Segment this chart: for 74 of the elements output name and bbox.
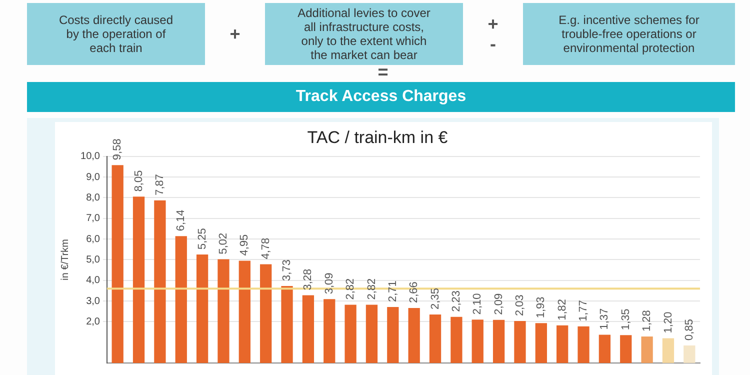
text: + — [228, 24, 242, 44]
chart-title: TAC / train-km in € — [307, 128, 448, 147]
data-label: 5,02 — [218, 232, 230, 254]
data-label: 2,66 — [408, 282, 420, 304]
data-label: 2,71 — [386, 280, 399, 302]
bar — [238, 260, 250, 363]
data-label: 1,82 — [556, 298, 568, 320]
bar — [366, 304, 378, 363]
y-axis-title: in €/Trkm — [60, 239, 71, 280]
bar — [598, 334, 611, 363]
bar — [387, 307, 399, 363]
data-label: 3,09 — [323, 272, 336, 294]
bar — [260, 264, 272, 363]
data-label: 2,82 — [344, 278, 357, 300]
data-label: 9,58 — [112, 138, 124, 160]
data-label: 2,03 — [514, 294, 526, 316]
bar — [196, 254, 208, 363]
bar — [472, 320, 484, 363]
data-label: 2,09 — [492, 293, 505, 315]
data-label: 2,23 — [450, 290, 462, 312]
y-tick-label: 6,0 — [86, 234, 100, 245]
data-label: 4,95 — [238, 234, 251, 256]
y-tick-label: 8,0 — [86, 192, 100, 204]
y-tick-label: 7,0 — [86, 213, 100, 224]
data-label: 3,73 — [281, 260, 294, 281]
data-label: 5,25 — [196, 228, 208, 250]
bar — [620, 335, 632, 363]
data-label: 1,20 — [662, 312, 674, 334]
data-label: 7,87 — [154, 174, 166, 196]
bar — [175, 236, 187, 363]
data-label: 1,93 — [535, 296, 548, 318]
text: + - — [486, 14, 500, 54]
bar — [514, 321, 526, 363]
text: Track Access Charges — [27, 82, 735, 112]
bar — [302, 295, 314, 363]
bar — [429, 314, 442, 363]
y-tick-label: 3,0 — [86, 296, 100, 307]
data-label: 3,28 — [302, 268, 314, 290]
bar — [218, 259, 230, 363]
text: = — [376, 62, 390, 82]
y-tick-label: 4,0 — [86, 275, 100, 286]
data-label: 1,35 — [620, 308, 632, 330]
y-tick-label: 2,0 — [86, 316, 100, 328]
bar — [112, 165, 124, 363]
bar — [281, 286, 293, 363]
bar — [492, 320, 505, 363]
bar — [684, 345, 696, 363]
data-label: 6,14 — [175, 210, 188, 232]
data-label: 2,82 — [366, 278, 378, 300]
bar — [154, 200, 166, 363]
data-label: 1,77 — [578, 300, 590, 322]
bar — [324, 299, 336, 363]
data-label: 1,28 — [641, 310, 654, 332]
bar — [556, 325, 568, 363]
data-label: 1,37 — [598, 308, 611, 330]
text: Costs directly caused by the operation of each train — [27, 3, 205, 65]
bar — [408, 308, 420, 363]
bar — [344, 304, 356, 363]
data-label: 4,78 — [260, 238, 272, 260]
data-label: 2,35 — [429, 288, 442, 310]
y-tick-label: 5,0 — [86, 254, 100, 266]
y-tick-label: 10,0 — [80, 151, 100, 162]
y-tick-label: 9,0 — [86, 172, 100, 183]
text: E.g. incentive schemes for trouble-free operations or environmental protection — [523, 3, 735, 65]
bar — [450, 316, 462, 363]
text: Additional levies to cover all infrastructure costs, only to the extent which the market can bear — [265, 3, 463, 65]
data-label: 8,05 — [132, 170, 145, 192]
data-label: 0,85 — [683, 319, 696, 340]
bar — [132, 196, 145, 363]
bar — [641, 336, 653, 363]
bar — [578, 326, 590, 363]
data-label: 2,10 — [472, 293, 484, 315]
bar — [662, 338, 674, 363]
bar — [535, 323, 547, 363]
